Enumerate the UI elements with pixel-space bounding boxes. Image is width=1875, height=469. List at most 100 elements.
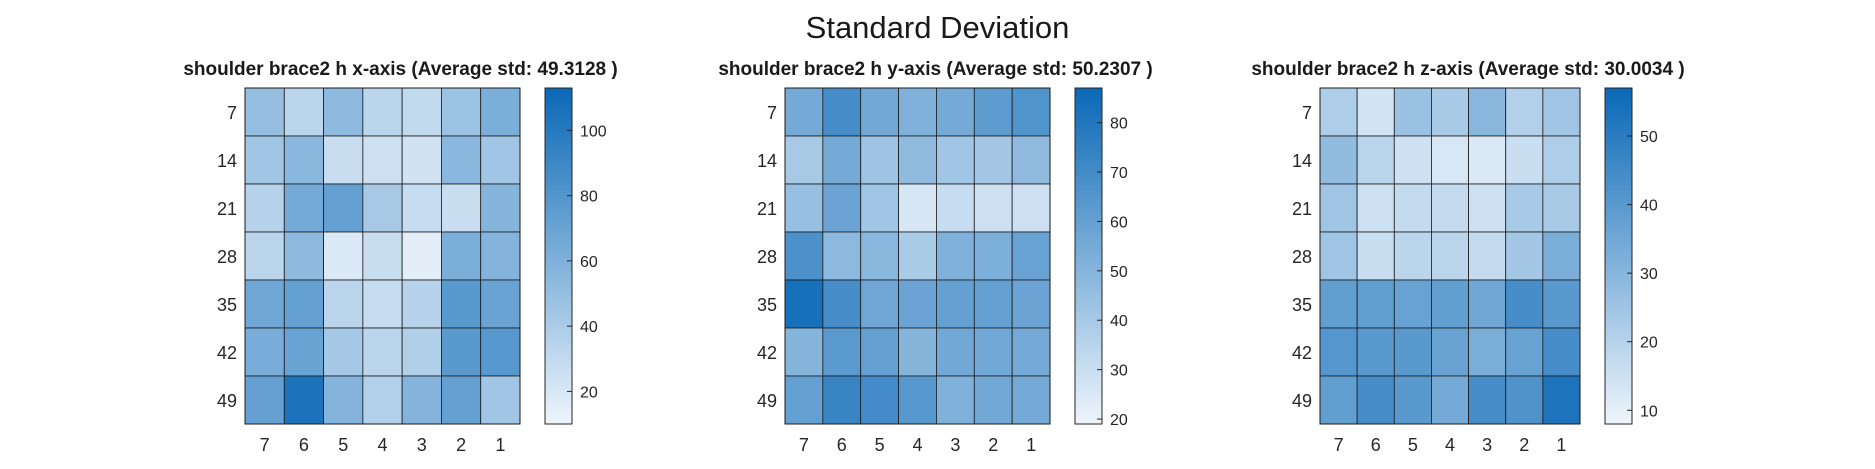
x-tick-label: 3 bbox=[950, 435, 960, 455]
heatmap-cell bbox=[1393, 183, 1432, 233]
heatmap-cell bbox=[441, 183, 482, 233]
heatmap-cell bbox=[898, 183, 937, 233]
heatmap-cell bbox=[401, 87, 442, 137]
heatmap-panel-3: shoulder brace2 h z-axis (Average std: 3… bbox=[1251, 59, 1684, 455]
heatmap-cell bbox=[973, 231, 1013, 281]
heatmap-cell bbox=[362, 375, 403, 425]
colorbar-tick-label: 10 bbox=[1640, 403, 1658, 420]
heatmap-cell bbox=[362, 87, 403, 137]
heatmap-cell bbox=[480, 87, 521, 137]
panel-title: shoulder brace2 h y-axis (Average std: 5… bbox=[718, 59, 1152, 80]
heatmap-cell bbox=[860, 87, 899, 137]
heatmap-cell bbox=[244, 135, 285, 185]
y-tick-label: 14 bbox=[1292, 151, 1312, 171]
heatmap-cell bbox=[244, 231, 285, 281]
colorbar-tick-label: 40 bbox=[1110, 313, 1128, 330]
heatmap-cell bbox=[1011, 279, 1051, 329]
heatmap-cell bbox=[283, 87, 324, 137]
heatmap-cell bbox=[936, 231, 975, 281]
heatmap-cell bbox=[1393, 375, 1432, 425]
heatmap-cell bbox=[1319, 375, 1358, 425]
heatmap-cell bbox=[1011, 231, 1051, 281]
heatmap-cell bbox=[784, 183, 824, 233]
heatmap-cell bbox=[1356, 279, 1395, 329]
heatmap-panel-2: shoulder brace2 h y-axis (Average std: 5… bbox=[718, 59, 1152, 455]
heatmap-cell bbox=[401, 231, 442, 281]
heatmap-cell bbox=[480, 327, 521, 377]
heatmap-cell bbox=[480, 279, 521, 329]
colorbar-tick-label: 50 bbox=[1640, 129, 1658, 146]
heatmap-cell bbox=[1319, 87, 1358, 137]
y-tick-label: 21 bbox=[217, 199, 237, 219]
figure-title: Standard Deviation bbox=[805, 10, 1070, 45]
heatmap-cell bbox=[1319, 183, 1358, 233]
y-tick-label: 49 bbox=[757, 391, 777, 411]
heatmap-cell bbox=[1393, 231, 1432, 281]
x-tick-label: 3 bbox=[417, 435, 427, 455]
colorbar-tick-label: 60 bbox=[580, 254, 598, 271]
heatmap-cell bbox=[898, 375, 937, 425]
x-tick-label: 6 bbox=[299, 435, 309, 455]
heatmap-cell bbox=[936, 279, 975, 329]
heatmap-cell bbox=[1468, 327, 1507, 377]
heatmap-cell bbox=[1468, 183, 1507, 233]
heatmap-cell bbox=[323, 231, 364, 281]
heatmap-cell bbox=[1505, 135, 1544, 185]
colorbar bbox=[1604, 87, 1633, 425]
y-tick-label: 21 bbox=[757, 199, 777, 219]
heatmap-cell bbox=[480, 135, 521, 185]
heatmap-cell bbox=[1011, 87, 1051, 137]
heatmap-cell bbox=[822, 375, 862, 425]
x-tick-label: 4 bbox=[912, 435, 922, 455]
heatmap-cell bbox=[283, 183, 324, 233]
heatmap-cell bbox=[898, 87, 937, 137]
y-tick-label: 35 bbox=[757, 295, 777, 315]
heatmap-cell bbox=[1356, 375, 1395, 425]
y-tick-label: 42 bbox=[1292, 343, 1312, 363]
heatmap-cell bbox=[1356, 135, 1395, 185]
y-tick-label: 14 bbox=[757, 151, 777, 171]
heatmap-cell bbox=[480, 183, 521, 233]
heatmap-cell bbox=[1468, 279, 1507, 329]
heatmap-cell bbox=[362, 279, 403, 329]
x-tick-label: 4 bbox=[377, 435, 387, 455]
heatmap-cell bbox=[1011, 375, 1051, 425]
heatmap-cell bbox=[973, 87, 1013, 137]
x-tick-label: 7 bbox=[1334, 435, 1344, 455]
heatmap-cell bbox=[973, 183, 1013, 233]
heatmap-cell bbox=[936, 375, 975, 425]
heatmap-panel-1: shoulder brace2 h x-axis (Average std: 4… bbox=[183, 59, 617, 455]
y-tick-label: 21 bbox=[1292, 199, 1312, 219]
heatmap-cell bbox=[1431, 279, 1469, 329]
x-tick-label: 1 bbox=[495, 435, 505, 455]
heatmap-cell bbox=[1319, 135, 1358, 185]
heatmap-frame bbox=[244, 87, 521, 425]
y-tick-label: 49 bbox=[217, 391, 237, 411]
heatmap-cell bbox=[362, 327, 403, 377]
x-tick-label: 2 bbox=[456, 435, 466, 455]
x-tick-label: 5 bbox=[338, 435, 348, 455]
heatmap-cell bbox=[1505, 87, 1544, 137]
panel-title: shoulder brace2 h x-axis (Average std: 4… bbox=[183, 59, 617, 80]
heatmap-cell bbox=[784, 375, 824, 425]
heatmap-cell bbox=[860, 375, 899, 425]
heatmap-cell bbox=[1319, 279, 1358, 329]
heatmap-cell bbox=[784, 135, 824, 185]
x-tick-label: 5 bbox=[1408, 435, 1418, 455]
colorbar-tick-label: 70 bbox=[1110, 165, 1128, 182]
y-tick-label: 42 bbox=[757, 343, 777, 363]
heatmap-cell bbox=[898, 327, 937, 377]
heatmap-cell bbox=[1542, 279, 1581, 329]
heatmap-cell bbox=[1542, 183, 1581, 233]
colorbar-tick-label: 60 bbox=[1110, 214, 1128, 231]
heatmap-cell bbox=[822, 327, 862, 377]
heatmap-cell bbox=[784, 231, 824, 281]
heatmap-cell bbox=[1505, 327, 1544, 377]
heatmap-cell bbox=[323, 87, 364, 137]
heatmap-cell bbox=[401, 375, 442, 425]
heatmap-cell bbox=[323, 135, 364, 185]
heatmap-cell bbox=[1468, 375, 1507, 425]
heatmap-cell bbox=[898, 135, 937, 185]
heatmap-cell bbox=[822, 135, 862, 185]
heatmap-cell bbox=[860, 279, 899, 329]
